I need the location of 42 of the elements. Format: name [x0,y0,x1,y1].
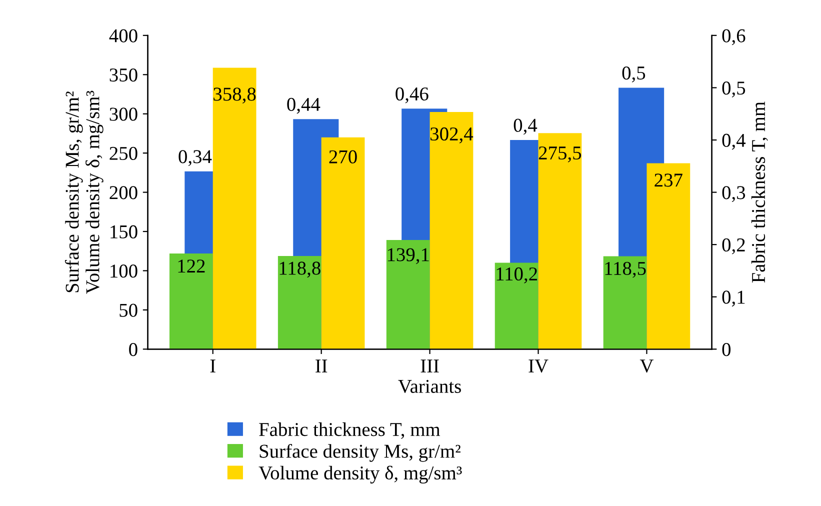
y-tick-label: 100 [110,264,138,278]
y2-tick-label: 0,5 [722,82,746,98]
y-tick-label: 0 [129,342,138,356]
x-axis-title: Variants [398,380,461,394]
y2-tick-label: 0,4 [722,134,746,150]
data-label: 237 [654,174,682,187]
data-label: 0,4 [514,118,538,135]
data-label: 358,8 [214,88,256,104]
data-label: 270 [329,150,357,164]
data-label: 0,5 [622,66,646,82]
legend-label: Volume density δ, mg/sm³ [258,466,462,484]
data-label: 118,8 [280,262,320,278]
y-tick-label: 350 [110,68,138,82]
data-label: 122 [178,260,205,272]
legend-label: Fabric thickness T, mm [259,422,440,439]
data-label: 0,34 [178,150,212,166]
x-tick-label: I [210,360,216,372]
data-label: 0,46 [396,87,428,104]
y2-axis-title: Fabric thickness T, mm [751,102,768,283]
y2-tick-label: 0 [722,342,731,356]
y2-tick-label: 0,6 [722,29,746,46]
y2-tick-label: 0,3 [722,186,746,202]
y-tick-label: 200 [110,186,138,200]
x-tick-label: IV [528,360,548,373]
y-tick-label: 250 [110,146,138,160]
data-label: 110,2 [496,267,538,284]
y2-tick-label: 0,2 [722,238,745,254]
y-tick-label: 400 [109,29,138,42]
x-tick-label: III [420,360,439,372]
y2-tick-label: 0,1 [722,290,745,307]
y-tick-label: 300 [110,108,138,121]
data-label: 275,5 [538,146,582,162]
data-label: 0,44 [287,98,320,114]
x-tick-label: V [640,360,654,373]
legend-label: Surface density Ms, gr/m² [260,444,460,462]
y-tick-label: 150 [110,225,138,238]
y-axis-title: Surface density Ms, gr/m² Volume density δ, mg/sm³ [64,90,104,294]
data-label: 139,1 [388,248,429,264]
y-tick-label: 50 [120,304,138,317]
x-tick-label: II [316,360,328,372]
data-label: 302,4 [430,127,474,144]
data-label: 118,5 [605,262,646,278]
